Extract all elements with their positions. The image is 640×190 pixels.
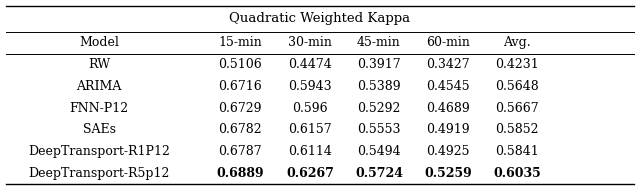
- Text: DeepTransport-R1P12: DeepTransport-R1P12: [28, 145, 170, 158]
- Text: 0.6716: 0.6716: [218, 80, 262, 93]
- Text: 0.6729: 0.6729: [218, 102, 262, 115]
- Text: 0.5292: 0.5292: [357, 102, 401, 115]
- Text: SAEs: SAEs: [83, 123, 116, 136]
- Text: 45-min: 45-min: [357, 36, 401, 49]
- Text: FNN-P12: FNN-P12: [70, 102, 129, 115]
- Text: 0.4545: 0.4545: [426, 80, 470, 93]
- Text: 0.4474: 0.4474: [289, 58, 332, 71]
- Text: 0.3427: 0.3427: [426, 58, 470, 71]
- Text: 0.6114: 0.6114: [289, 145, 332, 158]
- Text: 0.5106: 0.5106: [218, 58, 262, 71]
- Text: DeepTransport-R5p12: DeepTransport-R5p12: [29, 167, 170, 180]
- Text: 0.5724: 0.5724: [355, 167, 403, 180]
- Text: 0.5648: 0.5648: [495, 80, 539, 93]
- Text: 0.4925: 0.4925: [426, 145, 470, 158]
- Text: 0.5389: 0.5389: [357, 80, 401, 93]
- Text: 0.6782: 0.6782: [218, 123, 262, 136]
- Text: 0.5259: 0.5259: [424, 167, 472, 180]
- Text: 0.6267: 0.6267: [287, 167, 334, 180]
- Text: 0.6035: 0.6035: [493, 167, 541, 180]
- Text: 0.4231: 0.4231: [495, 58, 539, 71]
- Text: 0.4919: 0.4919: [426, 123, 470, 136]
- Text: 0.6889: 0.6889: [216, 167, 264, 180]
- Text: 0.5943: 0.5943: [289, 80, 332, 93]
- Text: 60-min: 60-min: [426, 36, 470, 49]
- Text: 0.6787: 0.6787: [218, 145, 262, 158]
- Text: RW: RW: [88, 58, 110, 71]
- Text: 0.4689: 0.4689: [426, 102, 470, 115]
- Text: 0.3917: 0.3917: [357, 58, 401, 71]
- Text: 0.596: 0.596: [292, 102, 328, 115]
- Text: 30-min: 30-min: [289, 36, 332, 49]
- Text: 0.6157: 0.6157: [289, 123, 332, 136]
- Text: 0.5841: 0.5841: [495, 145, 539, 158]
- Text: Avg.: Avg.: [503, 36, 531, 49]
- Text: 0.5494: 0.5494: [357, 145, 401, 158]
- Text: Model: Model: [79, 36, 119, 49]
- Text: Quadratic Weighted Kappa: Quadratic Weighted Kappa: [229, 12, 411, 25]
- Text: ARIMA: ARIMA: [77, 80, 122, 93]
- Text: 0.5852: 0.5852: [495, 123, 539, 136]
- Text: 15-min: 15-min: [218, 36, 262, 49]
- Text: 0.5667: 0.5667: [495, 102, 539, 115]
- Text: 0.5553: 0.5553: [357, 123, 401, 136]
